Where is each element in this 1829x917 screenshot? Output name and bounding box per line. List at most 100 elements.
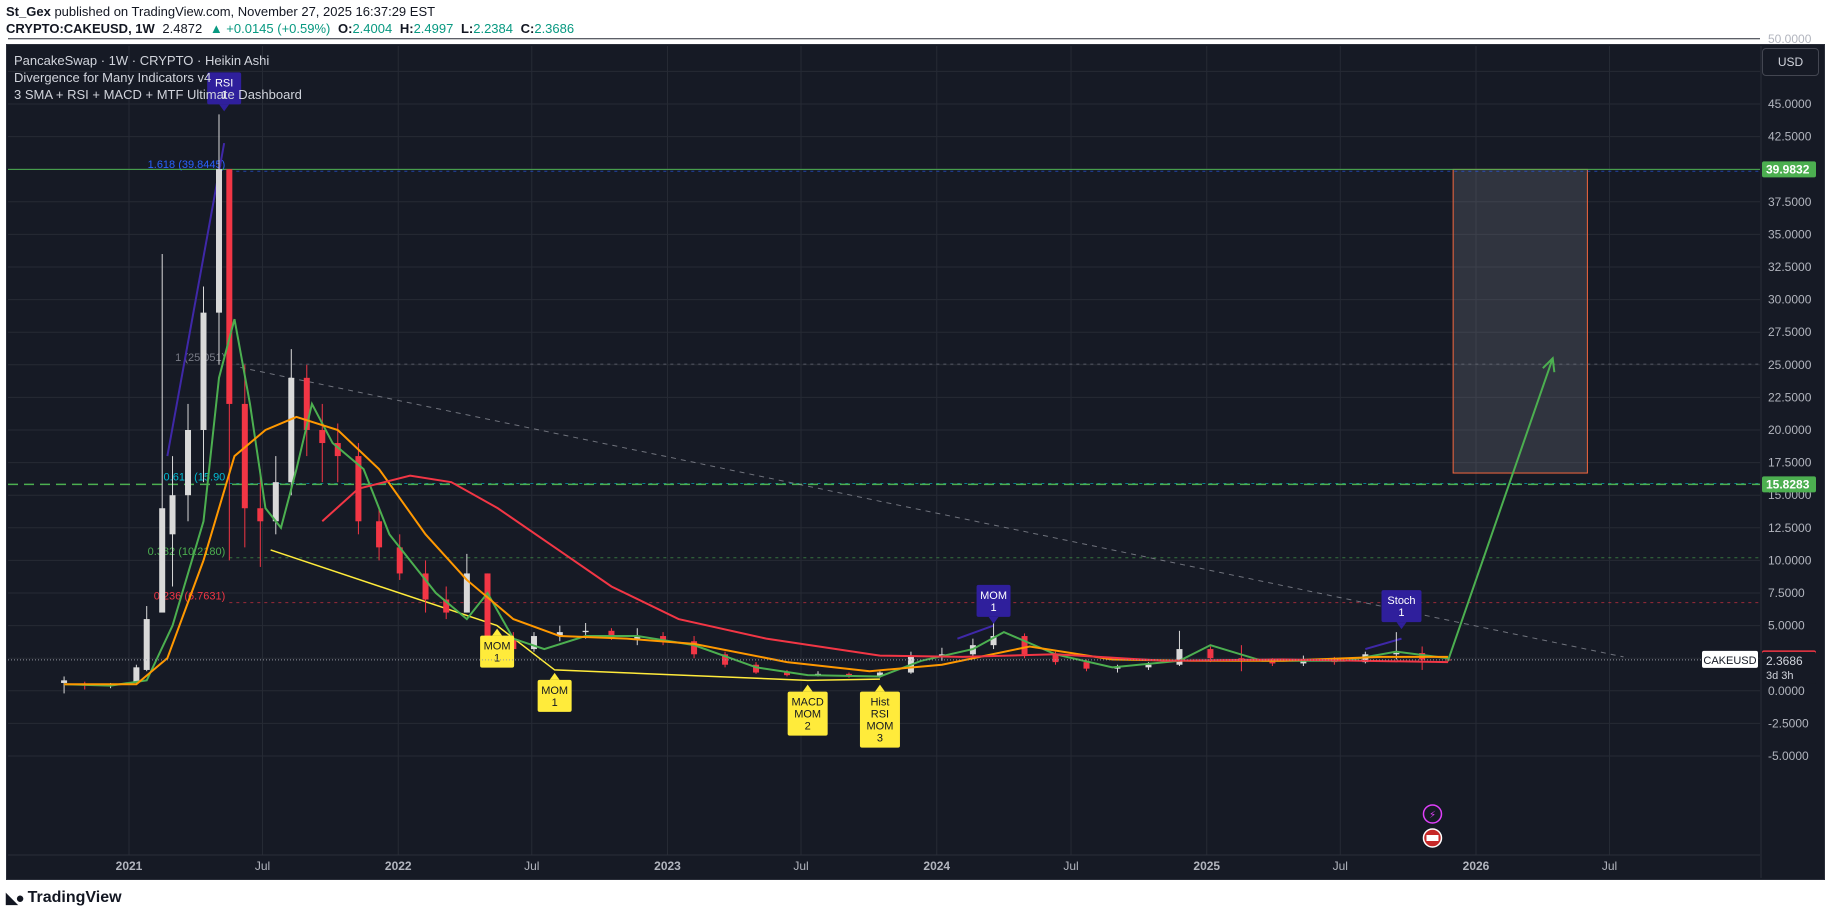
publish-line: St_Gex published on TradingView.com, Nov…	[6, 4, 435, 19]
close-value: 2.3686	[534, 21, 575, 36]
symbol-tag-box	[1702, 650, 1758, 668]
candle-body	[241, 403, 248, 509]
divergence-label-text: 1	[1398, 607, 1404, 619]
fib-level-label: 1.618 (39.8445)	[148, 159, 226, 171]
brand-name: TradingView	[27, 889, 122, 906]
y-tick-label: 25.0000	[1768, 358, 1812, 372]
open-value: 2.4004	[352, 21, 393, 36]
legend-indicator-divergence[interactable]: Divergence for Many Indicators v4	[14, 70, 212, 85]
low-value: 2.2384	[473, 21, 513, 36]
sma-mid-line	[64, 415, 1448, 686]
divergence-label-box	[976, 584, 1011, 617]
y-tick-label: 45.0000	[1768, 97, 1812, 111]
y-tick-label: 27.5000	[1768, 325, 1812, 339]
candle-body	[634, 636, 641, 639]
x-tick-label: Jul	[1333, 859, 1348, 873]
y-tick-label: -2.5000	[1768, 716, 1809, 730]
x-tick-label: Jul	[1063, 859, 1078, 873]
candle-body	[1114, 667, 1121, 669]
divergence-label-text: 1	[990, 602, 996, 614]
divergence-label-text: Stoch	[1387, 595, 1415, 607]
bearish-divergence-line	[1365, 637, 1402, 651]
publisher-name[interactable]: St_Gex	[6, 4, 51, 19]
price-axis-label-box	[1762, 476, 1816, 493]
divergence-label-pointer	[549, 672, 560, 680]
divergence-label-box	[787, 691, 828, 736]
candle-body	[334, 443, 341, 457]
candle-body	[185, 430, 192, 496]
divergence-label-pointer	[802, 684, 813, 692]
candle-body	[660, 636, 667, 642]
candle-body	[876, 672, 883, 677]
candle-body	[319, 430, 326, 444]
x-tick-label: Jul	[255, 859, 270, 873]
y-tick-label: 42.5000	[1768, 130, 1812, 144]
divergence-label-text: 1	[494, 653, 500, 665]
y-tick-label: 0.0000	[1768, 684, 1805, 698]
x-tick-label: 2025	[1193, 859, 1220, 873]
bar-countdown-text: 3d 3h	[1766, 670, 1794, 682]
candle-body	[226, 169, 233, 404]
symbol-tag-text: CAKEUSD	[1703, 655, 1756, 667]
y-tick-label: 50.0000	[1768, 32, 1812, 46]
divergence-label-text: MOM	[867, 721, 894, 733]
currency-button[interactable]: USD	[1762, 48, 1819, 76]
price-axis-label-text: 39.9832	[1766, 162, 1810, 176]
y-tick-label: 17.5000	[1768, 456, 1812, 470]
candle-body	[143, 619, 150, 670]
divergence-label-text: MOM	[484, 641, 511, 653]
candle-body	[169, 495, 176, 535]
candle-body	[691, 641, 698, 655]
low-label: L:	[460, 21, 474, 36]
y-tick-label: 7.5000	[1768, 586, 1805, 600]
close-price-tag-box	[1762, 651, 1816, 684]
divergence-label-pointer	[1396, 622, 1407, 630]
x-tick-label: 2023	[654, 859, 681, 873]
candle-body	[1052, 654, 1059, 663]
candle-body	[288, 377, 295, 483]
candle-body	[484, 573, 491, 639]
divergence-label-text: 2	[805, 721, 811, 733]
close-label: C:	[520, 21, 535, 36]
candle-body	[303, 377, 310, 430]
candle-body	[396, 547, 403, 574]
fib-level-label: 0.618 (15.90	[164, 471, 226, 483]
candle-body	[1145, 664, 1152, 668]
candle-body	[1207, 649, 1214, 659]
y-tick-label: 22.5000	[1768, 390, 1812, 404]
legend-symbol-line[interactable]: PancakeSwap · 1W · CRYPTO · Heikin Ashi	[14, 53, 270, 68]
divergence-label-text: MOM	[541, 685, 568, 697]
x-tick-label: Jul	[524, 859, 539, 873]
divergence-label-text: MACD	[791, 697, 823, 709]
divergence-label-text: RSI	[215, 77, 233, 89]
sma-slow-line	[321, 474, 1448, 664]
crypto-event-icon-glyph: ⚡	[1429, 810, 1436, 821]
price-axis-label-text: 15.8283	[1766, 477, 1810, 491]
divergence-label-pointer	[988, 616, 999, 624]
candle-body	[422, 573, 429, 600]
candle-body	[1269, 660, 1276, 664]
chart-panel[interactable]	[6, 44, 1825, 880]
price-axis-label-box	[1762, 161, 1816, 178]
close-price-tag-text: 2.3686	[1766, 654, 1803, 668]
divergence-label-text: RSI	[871, 709, 889, 721]
high-label: H:	[399, 21, 414, 36]
divergence-label-text: MOM	[980, 590, 1007, 602]
legend-indicator-dashboard[interactable]: 3 SMA + RSI + MACD + MTF Ultimate Dashbo…	[14, 87, 302, 102]
divergence-label-box	[207, 72, 242, 105]
candle-body	[61, 680, 68, 683]
candle-body	[753, 664, 760, 673]
x-tick-label: Jul	[1602, 859, 1617, 873]
candle-body	[200, 312, 207, 430]
bearish-divergence-line	[166, 142, 226, 457]
candle-body	[443, 599, 450, 613]
high-value: 2.4997	[413, 21, 454, 36]
divergence-label-box	[537, 679, 572, 712]
candle-body	[608, 630, 615, 639]
x-tick-label: 2021	[116, 859, 143, 873]
last-price: 2.4872	[162, 21, 203, 36]
